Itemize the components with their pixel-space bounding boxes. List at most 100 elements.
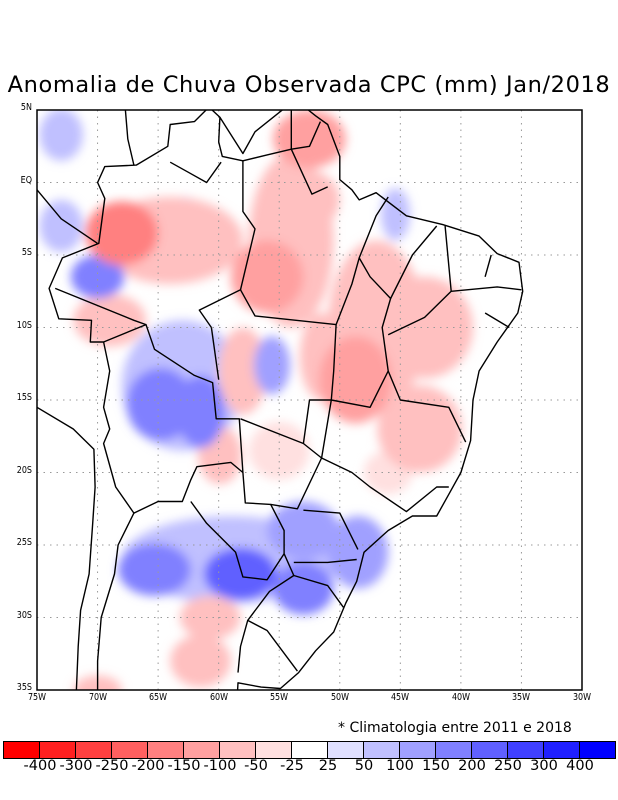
state-am-pa [198,160,256,328]
colorbar-swatch [292,742,328,758]
state-sc-rs [293,574,344,608]
colorbar-swatch [508,742,544,758]
dry-anomaly-region [218,327,268,415]
dry-anomaly-region [170,634,231,688]
colorbar-swatch [328,742,364,758]
colorbar-label: 25 [318,758,338,774]
colorbar-swatch [400,742,436,758]
latitude-label: 15S [16,392,32,403]
venezuela-colombia-border [124,110,135,166]
state-ap-pa [290,148,328,195]
colorbar-swatch [544,742,580,758]
colorbar-swatch [436,742,472,758]
state-ma-pi [389,225,438,299]
colorbar-label: 50 [354,758,374,774]
longitude-label: 60W [209,692,228,703]
guyana-borders [219,110,284,155]
colorbar-swatch [256,742,292,758]
colorbar-swatch [112,742,148,758]
latitude-label: 25S [16,537,32,548]
latitude-label: EQ [20,174,32,186]
wet-anomaly-region [118,543,191,596]
dry-anomaly-region [248,421,310,480]
colorbar-swatch [472,742,508,758]
colorbar-label: -50 [244,758,268,774]
colorbar-swatch [148,742,184,758]
dry-anomaly-region [376,276,473,379]
state-ne [484,312,510,329]
state-go-ms [240,418,323,510]
colorbar-label: -250 [95,758,129,774]
state-pr-sc [293,558,357,564]
latitude-label: 20S [16,464,32,476]
brazil-border [48,110,322,672]
argentina-uruguay-border [237,620,249,673]
colorbar-label: 150 [422,758,450,774]
colorbar-label: -200 [131,758,165,774]
dry-anomaly-region [85,201,159,266]
state-rr-am [169,161,222,184]
latitude-label: 5S [21,247,32,258]
state-ba-mg [387,370,467,443]
state-ro-mt [210,327,220,380]
longitude-label: 70W [88,692,107,703]
longitude-label: 50W [330,692,349,703]
colorbar-label: -150 [167,758,201,774]
peru-colombia-border [37,189,98,244]
colorbar-label: 200 [458,758,486,774]
dry-anomaly-region [377,385,463,473]
colorbar-label: -100 [203,758,237,774]
colorbar-swatch [184,742,220,758]
wet-anomaly-region [70,255,125,299]
latitude-label: 5N [20,102,32,113]
colorbar-label: -25 [280,758,304,774]
state-mt-go [302,399,332,444]
state-ne [484,254,492,277]
colorbar-swatch [364,742,400,758]
dry-anomaly-region [170,220,231,279]
colorbar [3,741,616,759]
longitude-label: 45W [391,692,410,703]
state-ne [451,286,522,292]
dry-anomaly-region [273,110,346,168]
colorbar-label: 100 [386,758,414,774]
wet-anomaly-region [327,516,389,589]
chile-argentina-border [96,512,135,690]
colorbar-swatch [580,742,615,758]
longitude-label: 65W [149,692,168,703]
colorbar-label: 300 [530,758,558,774]
colorbar-swatch [4,742,40,758]
wet-anomaly-region [204,547,277,601]
anomaly-fields [39,110,473,690]
coastline-west [37,406,96,690]
state-ne [387,225,452,336]
colorbar-label: -300 [59,758,93,774]
colorbar-label: 400 [566,758,594,774]
longitude-label: 40W [451,692,470,703]
climatology-note: * Climatologia entre 2011 e 2018 [338,720,572,736]
dry-anomaly-region [279,170,340,229]
longitude-label: 75W [27,692,47,703]
dry-anomaly-region [73,294,146,347]
state-pa-mt [239,289,337,326]
colorbar-swatch [76,742,112,758]
longitude-label: 55W [270,692,289,703]
wet-anomaly-region [39,199,84,253]
chart-title: Anomalia de Chuva Observada CPC (mm) Jan… [7,72,611,98]
wet-anomaly-region [39,110,84,161]
latitude-label: 35S [16,682,32,693]
latitude-label: 30S [16,609,32,621]
colorbar-label: -400 [23,758,57,774]
longitude-label: 30W [572,692,592,703]
wet-anomaly-region [253,336,291,395]
map-frame [36,109,583,691]
coastlines-and-borders [37,110,524,690]
colorbar-label: 250 [494,758,522,774]
paraguay-argentina-border [190,501,285,581]
wet-anomaly-region [273,562,334,615]
dry-anomaly-region [179,595,241,640]
state-ac-am [54,287,147,326]
colorbar-swatch [220,742,256,758]
state-sp-pr [303,509,359,550]
